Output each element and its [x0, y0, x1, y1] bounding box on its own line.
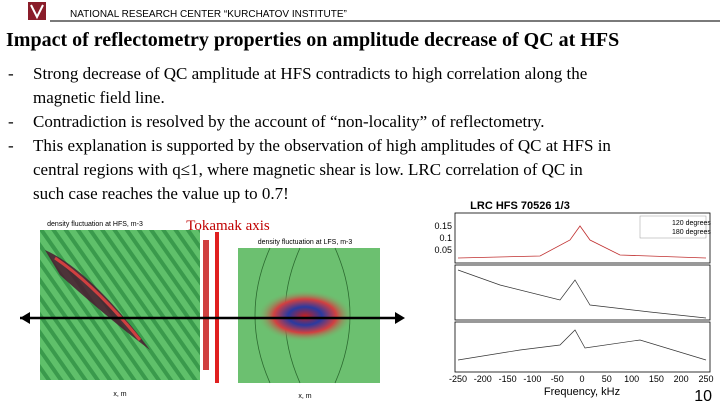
x-label: x, m [113, 391, 126, 398]
plot-title: LRC HFS 70526 1/3 [470, 200, 570, 212]
x-tick-label: -50 [551, 374, 564, 384]
x-tick-label: 0 [579, 374, 584, 384]
bullet-marker: - [8, 112, 14, 131]
x-tick-label: 250 [698, 374, 713, 384]
x-tick-label: -200 [474, 374, 492, 384]
y-tick-label: 0.1 [439, 233, 452, 243]
bullet-line: such case reaches the value up to 0.7! [33, 184, 289, 203]
left-plot: density fluctuation at HFS, m-3 x, m [40, 221, 209, 398]
plot-title: density fluctuation at LFS, m-3 [258, 239, 353, 246]
y-tick-label: 0.15 [434, 221, 452, 231]
plot-title: density fluctuation at HFS, m-3 [47, 221, 143, 228]
x-label: Frequency, kHz [544, 386, 620, 398]
x-tick-label: -150 [499, 374, 517, 384]
x-tick-label: -250 [449, 374, 467, 384]
legend-entry: 120 degrees [672, 220, 711, 227]
bullet-line: Strong decrease of QC amplitude at HFS c… [33, 64, 587, 83]
x-tick-label: 200 [674, 374, 689, 384]
logo [28, 2, 46, 20]
middle-plot: density fluctuation at LFS, m-3 x, m [238, 239, 380, 400]
x-tick-label: -100 [523, 374, 541, 384]
tokamak-axis-label: Tokamak axis [186, 218, 270, 234]
x-tick-label: 100 [624, 374, 639, 384]
x-tick-label: 150 [649, 374, 664, 384]
bullet-marker: - [8, 136, 14, 155]
bullet-line: magnetic field line. [33, 88, 165, 107]
right-plot: LRC HFS 70526 1/3 120 degrees 180 degrees… [434, 200, 713, 398]
x-tick-label: 50 [602, 374, 612, 384]
header-org: NATIONAL RESEARCH CENTER “KURCHATOV INST… [70, 9, 347, 20]
bullet-marker: - [8, 64, 14, 83]
slide-title: Impact of reflectometry properties on am… [6, 29, 619, 51]
bullet-line: central regions with q≤1, where magnetic… [33, 160, 583, 179]
bullet-line: Contradiction is resolved by the account… [33, 112, 545, 131]
y-tick-label: 0.05 [434, 245, 452, 255]
legend-entry: 180 degrees [672, 229, 711, 236]
bullet-list: - Strong decrease of QC amplitude at HFS … [8, 64, 611, 203]
x-label: x, m [298, 393, 311, 400]
page-number: 10 [694, 388, 712, 405]
bullet-line: This explanation is supported by the obs… [33, 136, 611, 155]
